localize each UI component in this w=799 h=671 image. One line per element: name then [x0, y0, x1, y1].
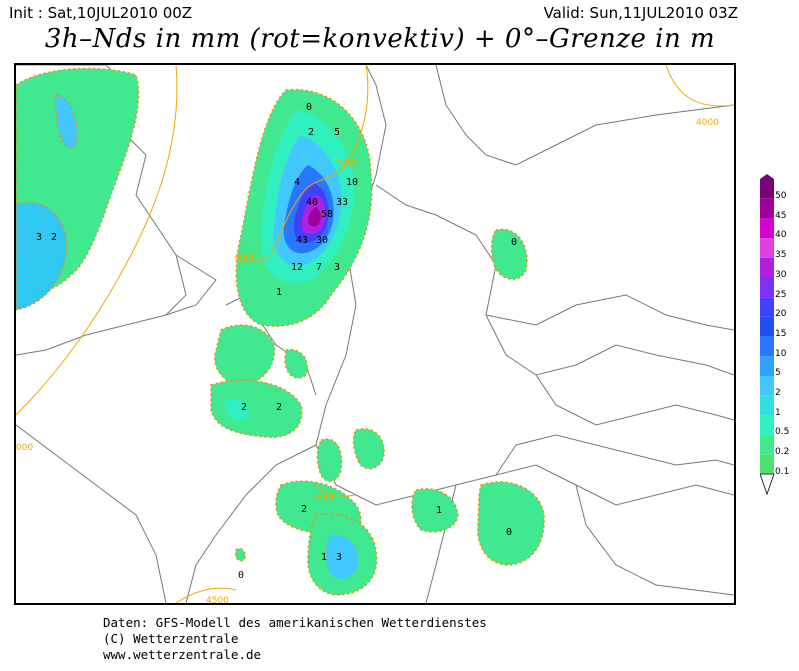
- precip-value: 43: [296, 235, 308, 246]
- legend-label: 25: [775, 289, 787, 300]
- precip-value: 3: [336, 552, 342, 563]
- precip-value: 3: [36, 232, 42, 243]
- legend-label: 30: [775, 269, 787, 280]
- precip-value: 2: [308, 127, 314, 138]
- precip-value: 0: [511, 237, 517, 248]
- precip-areas: [16, 67, 545, 596]
- legend-label: 0.5: [775, 427, 790, 438]
- precip-value: 7: [316, 262, 322, 273]
- valid-time: Valid: Sun,11JUL2010 03Z: [543, 4, 738, 22]
- precip-value: 30: [316, 235, 328, 246]
- freezing-level-isolines: [16, 65, 734, 603]
- legend-swatch: [760, 454, 774, 475]
- legend-swatch: [760, 356, 774, 376]
- legend-swatch: [760, 316, 774, 337]
- precip-value: 4: [294, 177, 300, 188]
- credits-line: Daten: GFS-Modell des amerikanischen Wet…: [103, 615, 487, 630]
- legend-swatch: [760, 218, 774, 239]
- legend-swatch: [760, 257, 774, 278]
- legend-label: 35: [775, 250, 787, 261]
- legend-swatch: [760, 415, 774, 436]
- map-title: 3h–Nds in mm (rot=konvektiv) + 0°–Grenze…: [44, 24, 716, 54]
- legend-label: 2: [775, 388, 781, 398]
- map-canvas: 4000 4000 4000 4000 4500 000 0 2 5 4 10 …: [16, 65, 734, 603]
- credits: Daten: GFS-Modell des amerikanischen Wet…: [103, 615, 487, 663]
- legend-label: 0.2: [775, 447, 790, 458]
- precip-value: 2: [241, 402, 247, 413]
- legend-label: 50: [775, 191, 787, 201]
- isoline-label: 000: [16, 443, 33, 453]
- isoline-label: 4000: [234, 253, 257, 263]
- legend-label: 0.1: [775, 466, 790, 477]
- precip-value: 0: [238, 570, 244, 581]
- precip-value: 2: [276, 402, 282, 413]
- precip-value: 40: [306, 197, 318, 208]
- legend-label: 10: [775, 348, 787, 359]
- legend-swatch: [760, 376, 774, 396]
- coastlines: [16, 65, 734, 603]
- legend-bottom-arrow: [760, 473, 775, 496]
- precip-value: 3: [334, 262, 340, 273]
- legend-label: 20: [775, 309, 787, 320]
- precip-value: 1: [321, 552, 327, 563]
- init-time: Init : Sat,10JUL2010 00Z: [9, 4, 193, 22]
- isoline-label: 4000: [696, 118, 719, 128]
- precip-value: 58: [321, 209, 333, 220]
- legend-swatch: [760, 179, 774, 199]
- precip-value: 0: [506, 527, 512, 538]
- precip-value: 0: [306, 102, 312, 113]
- precipitation-map: 4000 4000 4000 4000 4500 000 0 2 5 4 10 …: [14, 63, 736, 605]
- legend-swatch: [760, 198, 774, 219]
- legend-label: 15: [775, 328, 787, 339]
- legend-swatch: [760, 238, 774, 258]
- precip-value: 1: [436, 505, 442, 516]
- precip-value: 2: [51, 232, 57, 243]
- color-legend: [760, 174, 775, 496]
- legend-swatch: [760, 297, 774, 317]
- precip-value: 33: [336, 197, 348, 208]
- legend-swatch: [760, 435, 774, 455]
- legend-label: 40: [775, 230, 787, 241]
- precip-value: 12: [291, 262, 303, 273]
- legend-label: 45: [775, 210, 787, 221]
- isoline-label: 4500: [206, 596, 229, 603]
- legend-swatch: [760, 395, 774, 416]
- isoline-label: 4000: [314, 493, 337, 503]
- precip-value: 10: [346, 177, 358, 188]
- legend-top-arrow: [760, 174, 774, 179]
- precip-value: 2: [301, 504, 307, 515]
- precip-values: 0 2 5 4 10 40 58 33 43 30 12 7 3 1 3 2 2…: [36, 102, 517, 581]
- legend-swatch: [760, 277, 774, 298]
- credits-line: (C) Wetterzentrale: [103, 631, 239, 646]
- legend-label: 1: [775, 407, 781, 418]
- legend-label: 5: [775, 368, 781, 379]
- legend-swatch: [760, 336, 774, 357]
- precip-value: 5: [334, 127, 340, 138]
- credits-line: www.wetterzentrale.de: [103, 647, 262, 662]
- precip-value: 1: [276, 287, 282, 298]
- isoline-label: 4000: [336, 158, 359, 168]
